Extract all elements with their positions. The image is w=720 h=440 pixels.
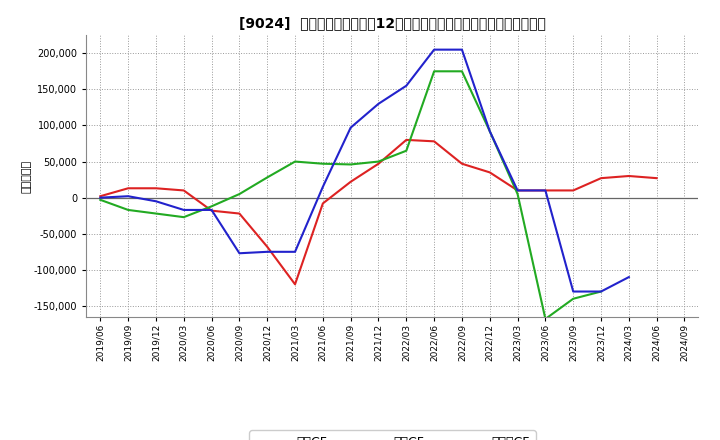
投資CF bbox=[597, 289, 606, 294]
フリーCF bbox=[318, 184, 327, 190]
営業CF bbox=[402, 137, 410, 143]
フリーCF bbox=[346, 125, 355, 130]
フリーCF bbox=[291, 249, 300, 254]
投資CF bbox=[96, 197, 104, 202]
投資CF bbox=[402, 148, 410, 154]
投資CF bbox=[124, 207, 132, 213]
投資CF bbox=[541, 316, 550, 322]
営業CF bbox=[624, 173, 633, 179]
フリーCF bbox=[374, 101, 383, 106]
営業CF bbox=[318, 201, 327, 206]
営業CF bbox=[569, 188, 577, 193]
Line: 営業CF: 営業CF bbox=[100, 140, 657, 284]
フリーCF bbox=[152, 198, 161, 204]
営業CF bbox=[207, 208, 216, 213]
営業CF bbox=[263, 244, 271, 249]
投資CF bbox=[291, 159, 300, 164]
営業CF bbox=[485, 170, 494, 175]
投資CF bbox=[152, 211, 161, 216]
投資CF bbox=[179, 215, 188, 220]
フリーCF bbox=[263, 249, 271, 254]
投資CF bbox=[207, 204, 216, 209]
フリーCF bbox=[402, 83, 410, 88]
営業CF bbox=[124, 186, 132, 191]
営業CF bbox=[179, 188, 188, 193]
営業CF bbox=[541, 188, 550, 193]
フリーCF bbox=[430, 47, 438, 52]
フリーCF bbox=[597, 289, 606, 294]
フリーCF bbox=[124, 194, 132, 199]
投資CF bbox=[235, 191, 243, 197]
営業CF bbox=[96, 194, 104, 199]
フリーCF bbox=[513, 188, 522, 193]
フリーCF bbox=[96, 195, 104, 200]
フリーCF bbox=[569, 289, 577, 294]
投資CF bbox=[513, 191, 522, 197]
フリーCF bbox=[485, 128, 494, 134]
投資CF bbox=[569, 296, 577, 301]
投資CF bbox=[346, 162, 355, 167]
投資CF bbox=[430, 69, 438, 74]
投資CF bbox=[485, 128, 494, 134]
フリーCF bbox=[541, 188, 550, 193]
Y-axis label: （百万円）: （百万円） bbox=[21, 159, 31, 193]
投資CF bbox=[263, 175, 271, 180]
営業CF bbox=[374, 161, 383, 166]
営業CF bbox=[152, 186, 161, 191]
営業CF bbox=[291, 282, 300, 287]
投資CF bbox=[374, 159, 383, 164]
営業CF bbox=[513, 188, 522, 193]
Legend: 営業CF, 投資CF, フリーCF: 営業CF, 投資CF, フリーCF bbox=[249, 430, 536, 440]
Line: 投資CF: 投資CF bbox=[100, 71, 601, 319]
営業CF bbox=[430, 139, 438, 144]
Title: [9024]  キャッシュフローの12か月移動合計の対前年同期増減額の推移: [9024] キャッシュフローの12か月移動合計の対前年同期増減額の推移 bbox=[239, 16, 546, 30]
フリーCF bbox=[624, 275, 633, 280]
営業CF bbox=[652, 176, 661, 181]
投資CF bbox=[318, 161, 327, 166]
フリーCF bbox=[235, 251, 243, 256]
Line: フリーCF: フリーCF bbox=[100, 50, 629, 292]
投資CF bbox=[458, 69, 467, 74]
営業CF bbox=[597, 176, 606, 181]
営業CF bbox=[346, 179, 355, 184]
フリーCF bbox=[207, 207, 216, 213]
フリーCF bbox=[179, 207, 188, 213]
フリーCF bbox=[458, 47, 467, 52]
営業CF bbox=[235, 211, 243, 216]
営業CF bbox=[458, 161, 467, 166]
